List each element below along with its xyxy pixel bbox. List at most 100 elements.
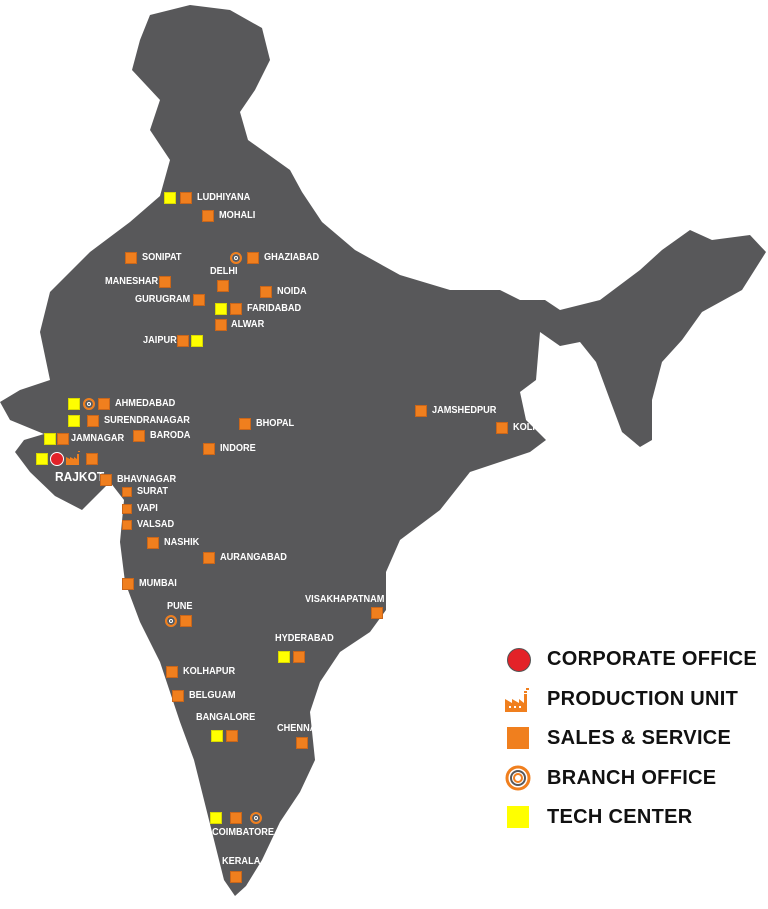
city-label: JAMNAGAR [71, 433, 125, 444]
sales-service-marker [86, 453, 98, 465]
tech-center-marker [191, 335, 203, 347]
city-label: GHAZIABAD [264, 252, 320, 263]
city-label: MANESHAR [105, 276, 159, 287]
city-label: KOLHAPUR [183, 666, 236, 677]
sales-service-marker [239, 418, 251, 430]
city-label: GURUGRAM [135, 294, 191, 305]
legend-label: BRANCH OFFICE [547, 766, 717, 789]
concentric-circle-icon [505, 765, 531, 791]
sales-service-marker [180, 192, 192, 204]
city-label: MUMBAI [139, 578, 177, 589]
city-label: AHMEDABAD [115, 398, 176, 409]
city-label: COIMBATORE [212, 827, 275, 838]
sales-service-marker [230, 812, 242, 824]
sales-service-marker [122, 520, 132, 530]
tech-center-marker [215, 303, 227, 315]
city-label: VAPI [137, 503, 158, 514]
legend-item: TECH CENTER [505, 798, 757, 838]
sales-service-marker [496, 422, 508, 434]
legend-label: CORPORATE OFFICE [547, 648, 757, 671]
sales-service-marker [133, 430, 145, 442]
sales-service-marker [193, 294, 205, 306]
sales-service-marker [87, 415, 99, 427]
orange-square-icon [505, 726, 535, 752]
factory-icon [66, 451, 80, 465]
sales-service-marker [202, 210, 214, 222]
city-label: CHENNAI [277, 723, 319, 734]
city-label: FARIDABAD [247, 303, 302, 314]
legend-item: PRODUCTION UNIT [505, 680, 757, 720]
sales-service-marker [247, 252, 259, 264]
tech-center-marker [36, 453, 48, 465]
legend-item: BRANCH OFFICE [505, 759, 757, 799]
city-label: BANGALORE [196, 712, 256, 723]
city-label: NOIDA [277, 286, 307, 297]
city-label: SURENDRANAGAR [104, 415, 190, 426]
city-label: DELHI [210, 266, 238, 277]
city-label: BELGUAM [189, 690, 236, 701]
city-label: ALWAR [231, 319, 265, 330]
city-label: SURAT [137, 486, 169, 497]
city-label: BHOPAL [256, 418, 295, 429]
sales-service-marker [177, 335, 189, 347]
sales-service-marker [180, 615, 192, 627]
legend-item: SALES & SERVICE [505, 719, 757, 759]
city-label-rajkot: RAJKOT [55, 469, 105, 484]
sales-service-marker [122, 578, 134, 590]
sales-service-marker [203, 552, 215, 564]
branch-office-marker [83, 398, 95, 410]
city-label: AURANGABAD [220, 552, 287, 563]
sales-service-marker [230, 871, 242, 883]
sales-service-marker [226, 730, 238, 742]
map-legend: CORPORATE OFFICE PRODUCTION UNIT SALES &… [505, 640, 757, 838]
sales-service-marker [122, 487, 132, 497]
sales-service-marker [296, 737, 308, 749]
legend-label: TECH CENTER [547, 806, 693, 829]
sales-service-marker [293, 651, 305, 663]
city-label: KERALA [222, 856, 261, 867]
sales-service-marker [371, 607, 383, 619]
sales-service-marker [147, 537, 159, 549]
city-label: BARODA [150, 430, 191, 441]
city-label: VALSAD [137, 519, 175, 530]
sales-service-marker [217, 280, 229, 292]
tech-center-marker [44, 433, 56, 445]
yellow-square-icon [505, 805, 535, 831]
city-label: BHAVNAGAR [117, 474, 177, 485]
city-label: HYDERABAD [275, 633, 334, 644]
city-label: INDORE [220, 443, 256, 454]
corporate-office-marker [50, 452, 64, 466]
city-label: JAIPUR [143, 335, 177, 346]
factory-icon [505, 688, 529, 713]
legend-label: PRODUCTION UNIT [547, 687, 739, 710]
branch-office-marker [165, 615, 177, 627]
sales-service-marker [203, 443, 215, 455]
city-label: LUDHIYANA [197, 192, 251, 203]
sales-service-marker [57, 433, 69, 445]
sales-service-marker [98, 398, 110, 410]
city-label: PUNE [167, 601, 193, 612]
city-label: JAMSHEDPUR [432, 405, 497, 416]
sales-service-marker [415, 405, 427, 417]
sales-service-marker [100, 474, 112, 486]
tech-center-marker [210, 812, 222, 824]
city-label: NASHIK [164, 537, 200, 548]
sales-service-marker [230, 303, 242, 315]
tech-center-marker [164, 192, 176, 204]
tech-center-marker [278, 651, 290, 663]
city-label: KOLKATA [513, 422, 557, 433]
sales-service-marker [159, 276, 171, 288]
corporate-office-icon [505, 647, 535, 673]
sales-service-marker [260, 286, 272, 298]
city-label: MOHALI [219, 210, 256, 221]
tech-center-marker [211, 730, 223, 742]
legend-item: CORPORATE OFFICE [505, 640, 757, 680]
sales-service-marker [172, 690, 184, 702]
city-label: SONIPAT [142, 252, 182, 263]
tech-center-marker [68, 398, 80, 410]
sales-service-marker [215, 319, 227, 331]
branch-office-marker [230, 252, 242, 264]
tech-center-marker [68, 415, 80, 427]
